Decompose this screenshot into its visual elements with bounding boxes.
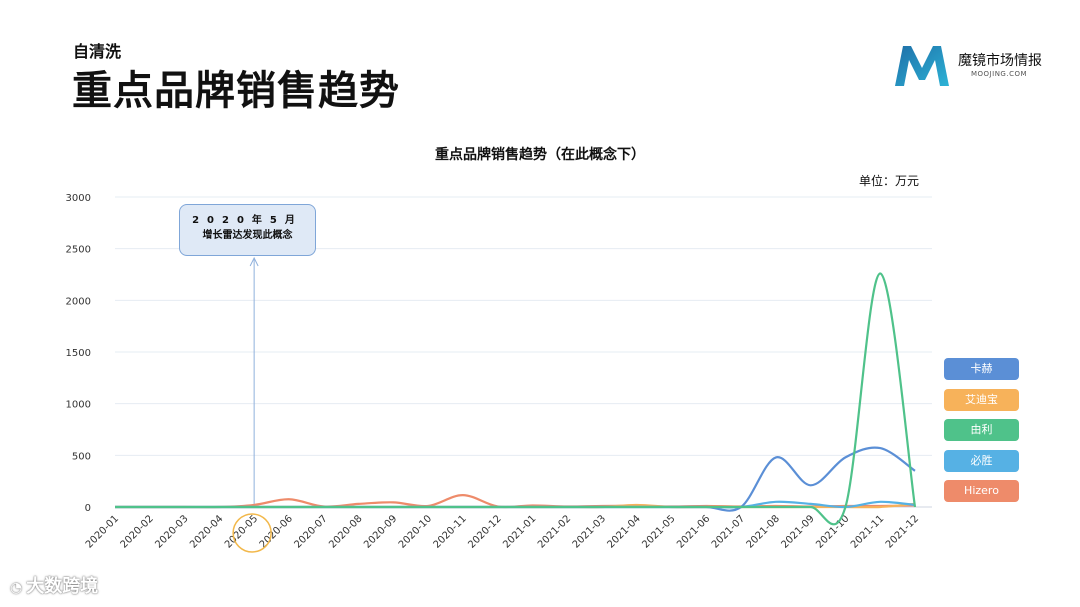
x-tick-label: 2021-06 [675,513,712,550]
x-tick-label: 2020-12 [466,513,503,550]
x-tick-label: 2020-07 [292,513,329,550]
callout-line2: 增长雷达发现此概念 [202,230,293,241]
x-tick-label: 2020-09 [362,513,399,550]
legend-item[interactable]: 卡赫 [944,358,1019,380]
legend-item[interactable]: 必胜 [944,449,1019,472]
x-tick-label: 2020-05 [223,513,260,550]
y-tick-label: 2500 [66,245,91,256]
callout-line1: 2020年5月 [192,215,303,226]
watermark-text: 大数跨境 [26,576,99,597]
callout-box: 2020年5月 增长雷达发现此概念 [179,204,316,256]
unit-label: 单位：万元 [858,174,919,188]
logo-domain: MOOJING.COM [971,70,1028,78]
x-tick-label: 2021-07 [710,513,747,550]
x-tick-label: 2021-05 [640,513,677,550]
y-tick-label: 500 [72,451,91,462]
chart-title: 重点品牌销售趋势（在此概念下） [435,147,645,163]
logo-name: 魔镜市场情报 [958,53,1042,69]
x-tick-label: 2021-04 [606,513,643,550]
gauge-icon: ◔ [10,580,23,596]
legend-item[interactable]: 由利 [944,419,1019,441]
x-tick-label: 2020-04 [188,513,225,550]
x-tick-label: 2021-10 [814,513,851,550]
x-tick-label: 2021-09 [779,513,816,550]
x-tick-label: 2020-02 [119,513,156,550]
y-tick-label: 0 [85,503,91,514]
watermark: ◔ 大数跨境 [10,572,98,598]
x-tick-label: 2020-08 [327,513,364,550]
highlight-circle [232,513,272,553]
x-tick-label: 2021-11 [849,513,886,550]
x-tick-label: 2021-08 [745,513,782,550]
y-tick-label: 1500 [66,348,91,359]
series-line [114,494,916,509]
x-tick-label: 2020-11 [432,513,469,550]
legend-item[interactable]: Hizero [944,480,1019,502]
y-tick-label: 2000 [66,296,91,307]
x-tick-label: 2021-01 [501,513,538,550]
page-title: 重点品牌销售趋势 [72,68,400,114]
callout-arrowhead [249,256,259,267]
legend: 卡赫艾迪宝由利必胜 Hizero [944,358,1019,511]
series-line [114,446,916,512]
legend-item[interactable]: 艾迪宝 [944,388,1019,411]
x-tick-label: 2020-10 [397,513,434,550]
logo: 魔镜市场情报 MOOJING.COM [893,42,1053,92]
page-subtitle: 自清洗 [73,42,122,61]
series-line [114,272,917,526]
x-tick-label: 2020-01 [84,513,121,550]
x-tick-label: 2020-06 [258,513,295,550]
logo-m-icon [895,46,949,86]
x-tick-label: 2021-02 [536,513,573,550]
x-tick-label: 2020-03 [153,513,190,550]
x-tick-label: 2021-03 [571,513,608,550]
y-tick-label: 3000 [66,193,91,204]
x-tick-label: 2021-12 [884,513,921,550]
y-tick-label: 1000 [66,400,91,411]
